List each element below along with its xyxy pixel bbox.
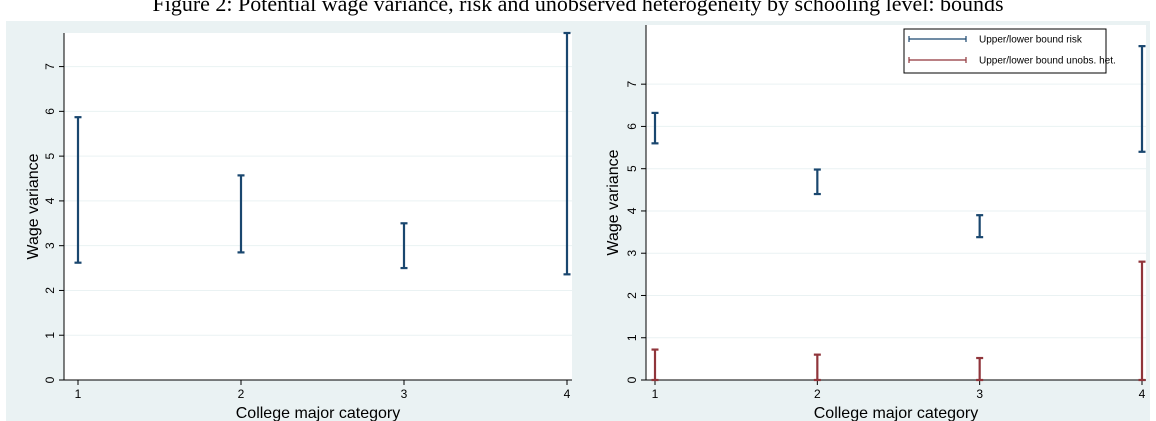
range-cap-bar: [237, 174, 245, 254]
range-cap-bar: [813, 353, 821, 382]
legend-box: [903, 28, 1107, 74]
range-cap-bar: [74, 116, 82, 264]
plot-area: [646, 25, 1146, 380]
y-tick-label: 1: [43, 332, 57, 339]
x-tick-label: 2: [814, 387, 821, 401]
x-axis-title: College major category: [236, 405, 401, 421]
y-tick-label: 2: [625, 292, 639, 299]
x-tick-label: 4: [564, 387, 571, 401]
range-cap-bar: [976, 214, 984, 239]
y-tick-label: 6: [625, 123, 639, 130]
y-tick-label: 4: [625, 207, 639, 214]
series-0: [651, 45, 1146, 239]
chart-right: 0 1 2 3 4 5 6 7 1 2 3 4 College major category Wage v…: [580, 21, 1150, 421]
y-tick-label: 0: [625, 376, 639, 383]
series-1: [651, 260, 1146, 382]
x-axis-title: College major category: [814, 405, 979, 421]
y-tick-label: 1: [625, 334, 639, 341]
chart-left: 0 1 2 3 4 5 6 7 1 2 3 4 College major category Wage v…: [6, 21, 580, 421]
y-tick-label: 6: [43, 108, 57, 115]
range-cap-bar: [563, 31, 571, 276]
range-cap-bar: [651, 111, 659, 145]
y-axis-title: Wage variance: [605, 149, 622, 255]
chart-panel-left: 0 1 2 3 4 5 6 7 1 2 3 4 College major category Wage v…: [6, 21, 580, 421]
legend: Upper/lower bound risk Upper/lower bound …: [903, 28, 1116, 74]
y-tick-label: 7: [43, 63, 57, 70]
x-tick-label: 1: [75, 387, 82, 401]
chart-panel-right: 0 1 2 3 4 5 6 7 1 2 3 4 College major category Wage v…: [580, 21, 1154, 421]
legend-label: Upper/lower bound unobs. het.: [979, 56, 1116, 67]
range-cap-bar: [1138, 260, 1146, 382]
range-cap-bar: [1138, 45, 1146, 153]
range-cap-bar: [976, 356, 984, 382]
y-tick-label: 7: [625, 81, 639, 88]
y-tick-label: 5: [43, 152, 57, 159]
y-tick-label: 3: [43, 242, 57, 249]
range-cap-bar: [651, 348, 659, 382]
y-tick-label: 3: [625, 250, 639, 257]
figure-caption: Figure 2: Potential wage variance, risk …: [152, 0, 1004, 16]
y-tick-label: 4: [43, 197, 57, 204]
x-tick-label: 3: [401, 387, 408, 401]
x-tick-label: 1: [652, 387, 659, 401]
x-tick-label: 3: [976, 387, 983, 401]
range-cap-bar: [813, 168, 821, 196]
legend-label: Upper/lower bound risk: [979, 35, 1083, 46]
range-cap-bar: [400, 222, 408, 270]
x-tick-label: 4: [1139, 387, 1146, 401]
y-tick-label: 2: [43, 287, 57, 294]
x-tick-label: 2: [238, 387, 245, 401]
y-tick-label: 5: [625, 165, 639, 172]
series-0: [74, 31, 571, 276]
y-axis-title: Wage variance: [25, 153, 42, 259]
y-tick-label: 0: [43, 376, 57, 383]
plot-area: [64, 33, 572, 380]
